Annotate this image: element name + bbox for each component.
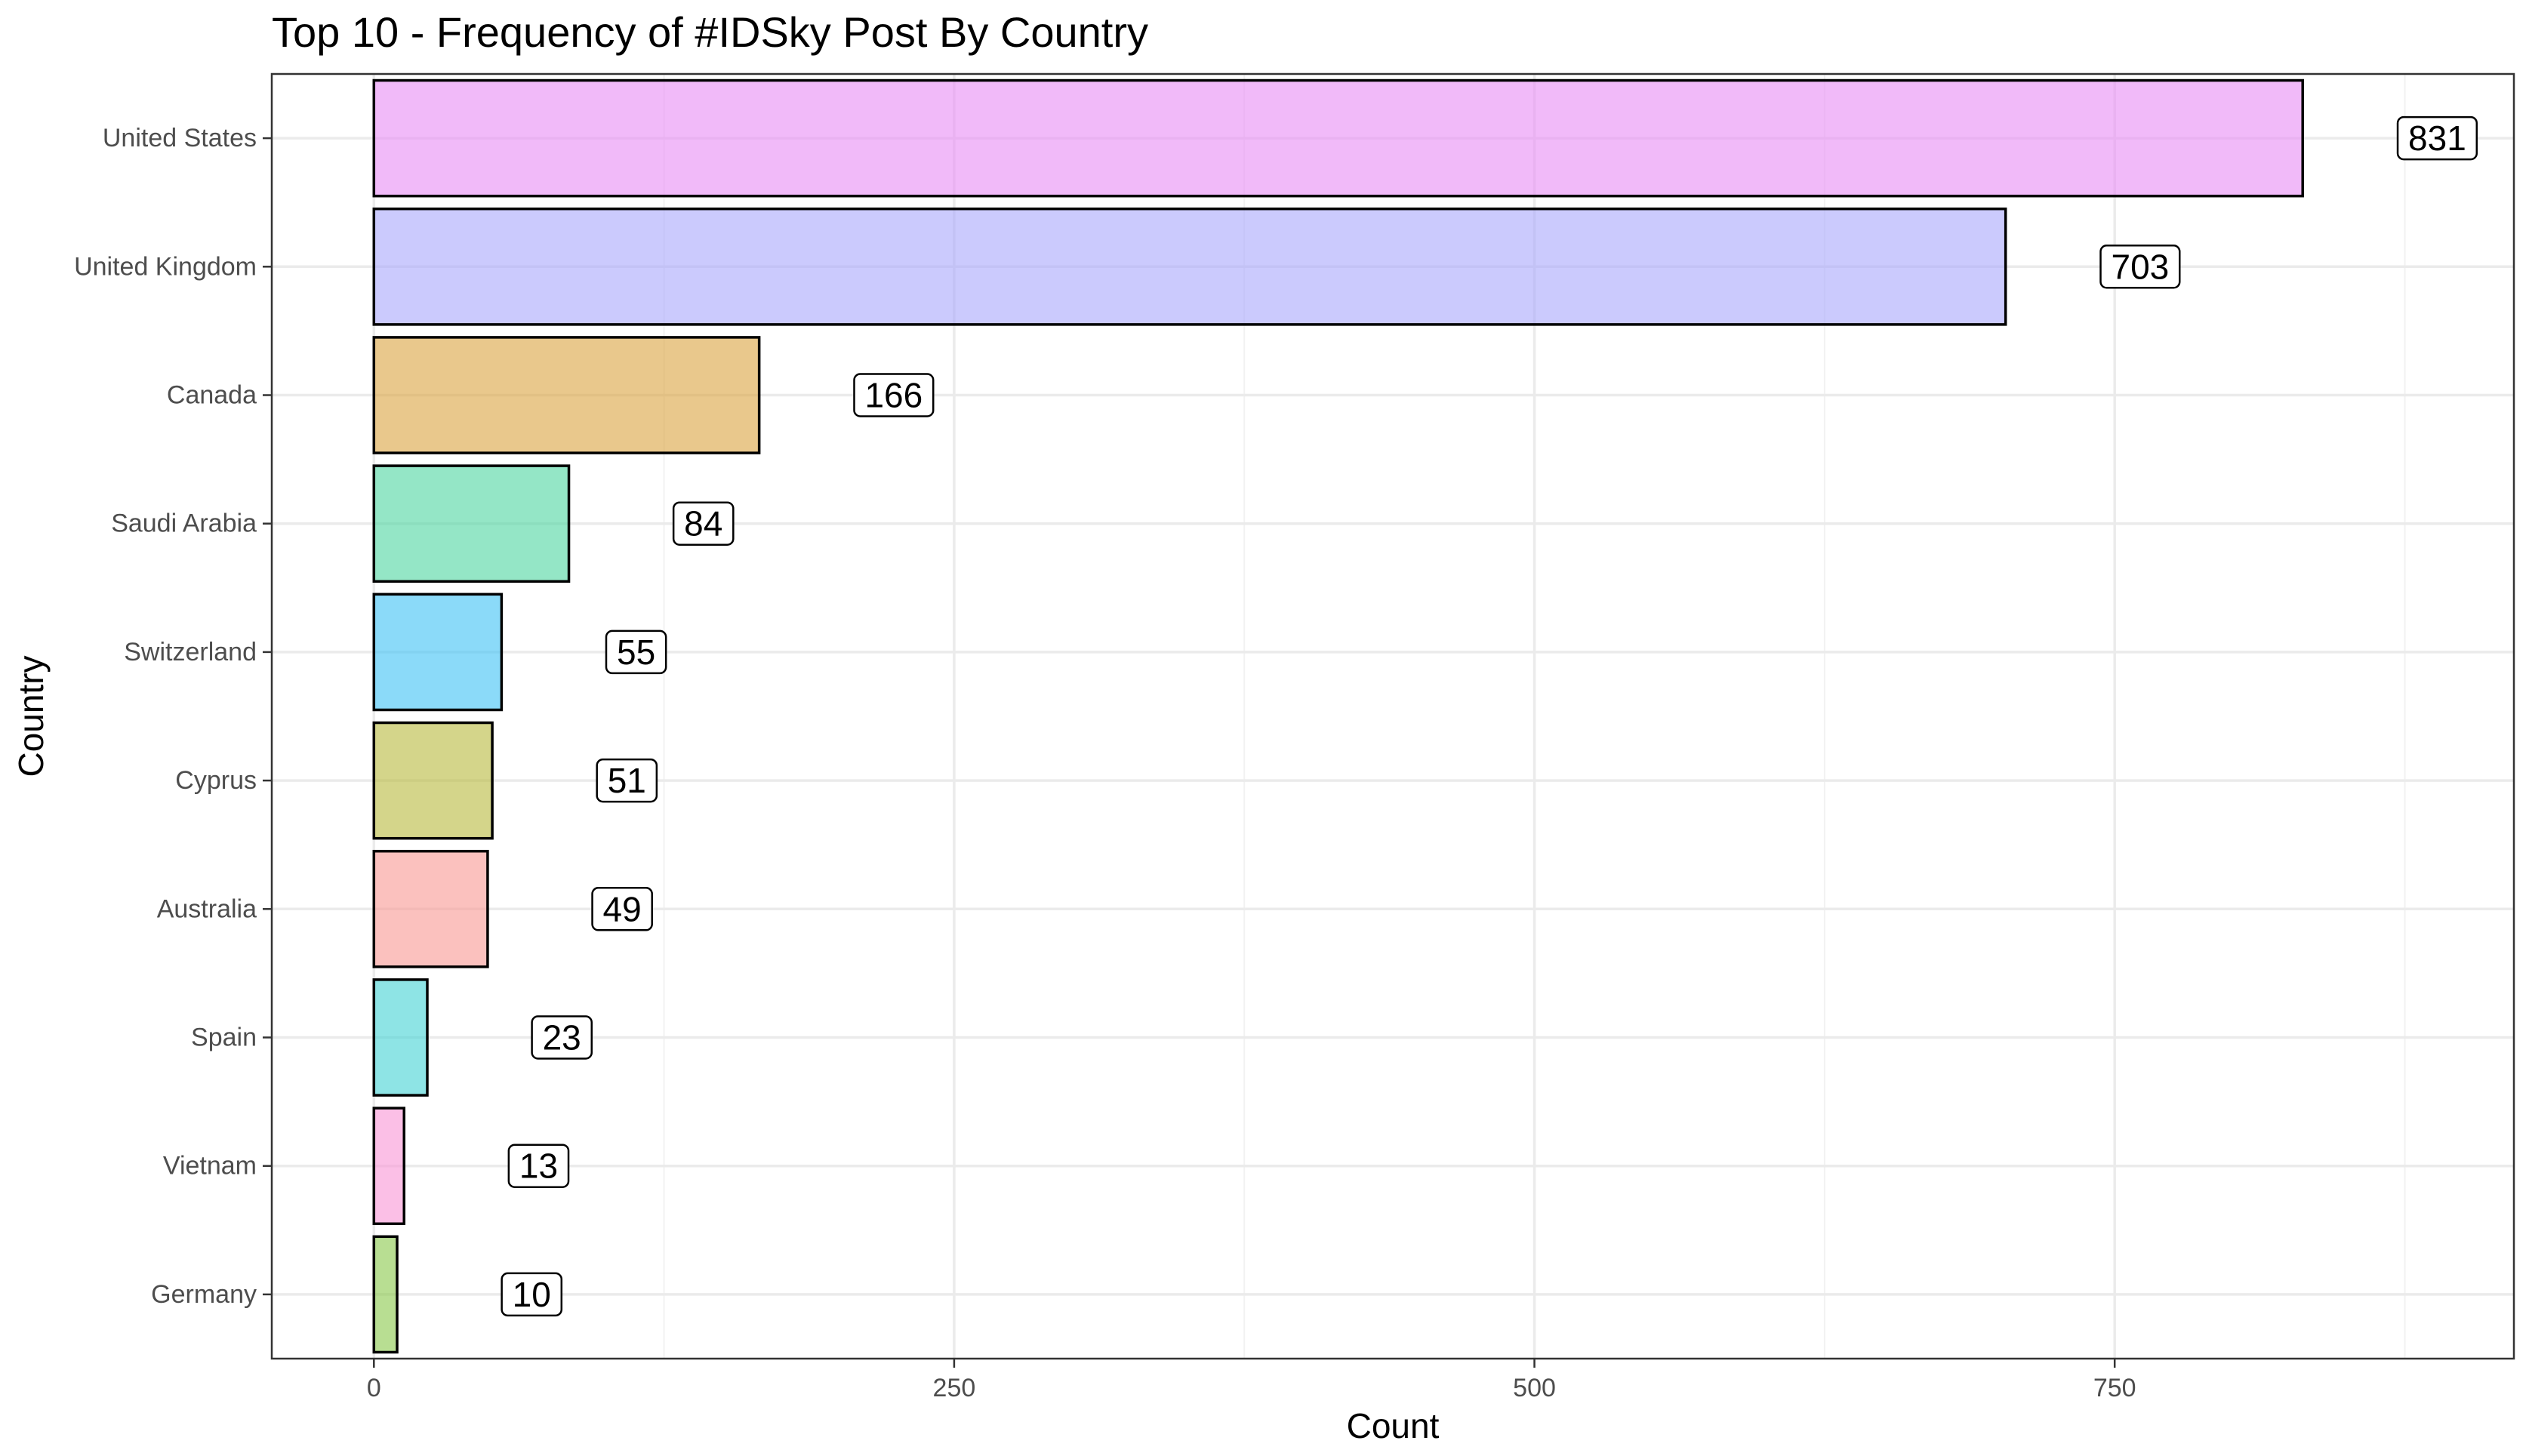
data-label-text: 10 xyxy=(513,1275,551,1314)
y-tick-label: Switzerland xyxy=(124,638,257,666)
bars xyxy=(372,78,2304,1354)
y-tick-label: Spain xyxy=(191,1024,257,1052)
y-tick-label: United Kingdom xyxy=(74,252,257,281)
data-label-box xyxy=(2099,245,2181,289)
bar-united-kingdom xyxy=(372,207,2007,326)
data-label: 49 xyxy=(591,887,653,931)
bar-spain xyxy=(372,978,429,1097)
bar-vietnam xyxy=(372,1107,405,1226)
bar-united-states xyxy=(372,78,2304,198)
data-label: 13 xyxy=(507,1144,570,1188)
x-tick-label: 500 xyxy=(1513,1374,1556,1402)
data-label: 55 xyxy=(605,629,667,675)
y-tick-label: Cyprus xyxy=(175,766,257,795)
data-label-text: 23 xyxy=(543,1018,581,1057)
y-tick-label: Vietnam xyxy=(163,1152,257,1180)
data-label-box xyxy=(531,1015,593,1060)
data-label-box xyxy=(501,1272,563,1317)
data-label-box xyxy=(596,758,658,803)
bar-cyprus xyxy=(372,721,494,840)
data-label-text: 703 xyxy=(2112,247,2170,286)
bar-canada xyxy=(372,336,761,454)
data-label: 703 xyxy=(2099,245,2181,289)
y-tick-label: Saudi Arabia xyxy=(111,509,257,538)
data-label-text: 84 xyxy=(684,504,722,543)
data-label-box xyxy=(591,887,653,931)
y-tick-label: Australia xyxy=(157,894,257,923)
bar-australia xyxy=(372,849,489,968)
data-label-box xyxy=(672,501,735,546)
data-label: 10 xyxy=(501,1272,563,1317)
data-label-box xyxy=(853,373,935,417)
data-label-text: 55 xyxy=(617,633,655,672)
bar-switzerland xyxy=(372,593,504,712)
data-label: 23 xyxy=(531,1015,593,1060)
y-tick-label: Germany xyxy=(151,1280,257,1309)
data-label-text: 831 xyxy=(2408,119,2466,158)
bar-saudi-arabia xyxy=(372,464,571,583)
data-label-box xyxy=(507,1144,570,1188)
data-label: 51 xyxy=(596,758,658,803)
data-label: 831 xyxy=(2396,115,2478,161)
data-label: 166 xyxy=(853,373,935,417)
data-label-box xyxy=(2396,115,2478,161)
y-axis: United States United Kingdom Canada Saudi A… xyxy=(74,124,272,1309)
chart-title: Top 10 - Frequency of #IDSky Post By Cou… xyxy=(272,8,1148,56)
data-label: 84 xyxy=(672,501,735,546)
x-axis: 0 250 500 750 xyxy=(367,1359,2136,1402)
y-axis-title: Country xyxy=(11,655,51,777)
data-labels: 831 703 166 84 55 51 49 23 13 10 xyxy=(501,115,2478,1317)
x-tick-label: 0 xyxy=(367,1374,381,1402)
x-tick-label: 250 xyxy=(933,1374,976,1402)
y-tick-label: Canada xyxy=(167,381,257,410)
data-label-text: 13 xyxy=(519,1147,558,1186)
data-label-text: 49 xyxy=(603,889,642,928)
x-tick-label: 750 xyxy=(2093,1374,2136,1402)
data-label-text: 51 xyxy=(608,761,646,800)
y-tick-label: United States xyxy=(103,124,257,152)
bar-germany xyxy=(372,1235,399,1354)
data-label-box xyxy=(605,629,667,675)
x-axis-title: Count xyxy=(1347,1406,1440,1445)
plot-panel-border xyxy=(270,72,2515,1360)
data-label-text: 166 xyxy=(864,376,923,415)
